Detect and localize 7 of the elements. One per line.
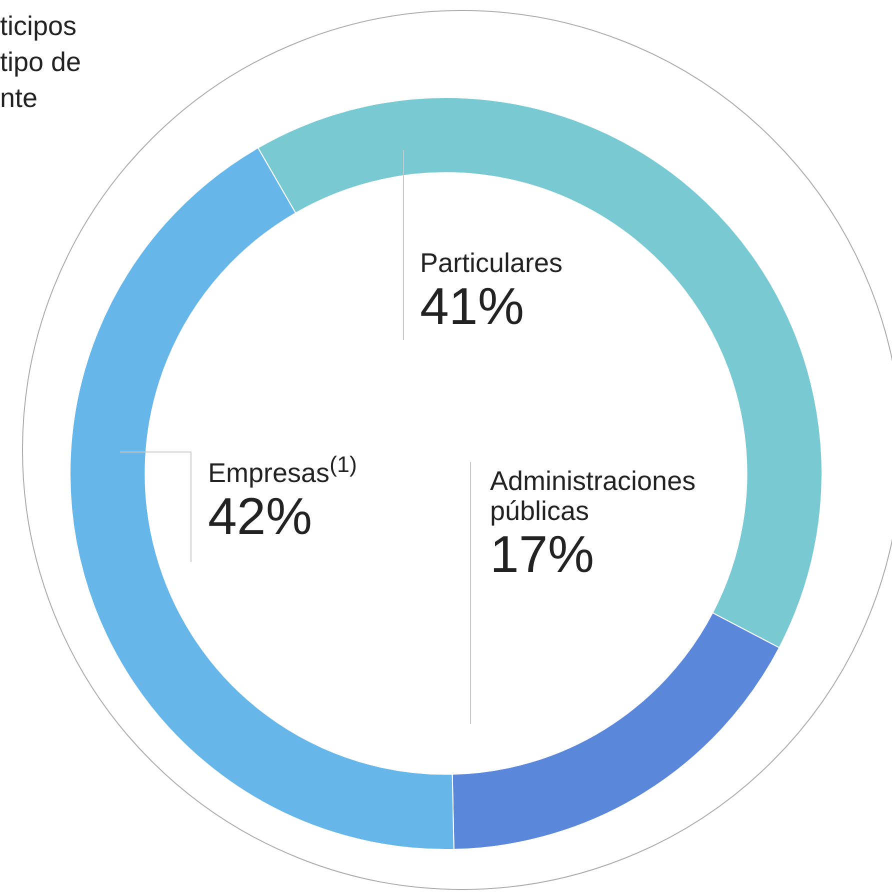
slice-label: Empresas$^{(1)}$ xyxy=(208,451,358,488)
data-label: 42% xyxy=(208,488,314,546)
slice-label: Particulares xyxy=(420,248,564,278)
data-label: 17% xyxy=(490,526,596,584)
data-label: 41% xyxy=(420,278,526,336)
chart-title: ticipos tipo de nte xyxy=(0,10,82,115)
slice-label: Administraciones públicas xyxy=(490,466,697,526)
